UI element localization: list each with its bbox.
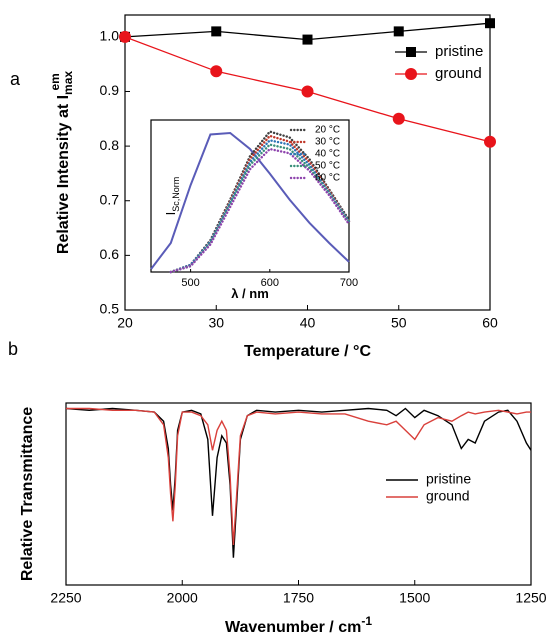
x-tick-label: 1750 [283, 590, 314, 606]
y-tick-label: 1.0 [100, 28, 120, 44]
x-axis-label-text: Temperature / °C [244, 343, 371, 360]
legend-label: 40 °C [315, 149, 340, 160]
x-tick-label: 700 [340, 277, 358, 289]
legend-label: ground [435, 65, 482, 82]
marker [302, 34, 313, 45]
marker [119, 30, 131, 43]
legend-marker [406, 47, 416, 57]
x-tick-label: 600 [261, 277, 279, 289]
marker [393, 26, 404, 37]
x-tick-label: 2250 [50, 590, 81, 606]
y-tick-label: 0.7 [100, 191, 120, 207]
x-axis-label: Wavenumber / cm-1 [225, 614, 372, 636]
legend-label: 60 °C [315, 173, 340, 184]
marker [485, 18, 495, 29]
x-axis-label-text: Wavenumber / cm [225, 619, 361, 636]
marker [484, 135, 496, 148]
marker [301, 85, 314, 98]
legend-label: pristine [426, 471, 471, 487]
x-tick-label: 60 [482, 315, 498, 331]
y-axis-label-text: I [163, 212, 178, 216]
x-tick-label: 30 [208, 315, 224, 331]
series-line [169, 147, 351, 274]
x-tick-label: 500 [181, 277, 199, 289]
series-line [66, 407, 531, 546]
x-tick-label: 20 [117, 315, 133, 331]
marker [210, 65, 223, 78]
x-tick-label: 2000 [167, 590, 198, 606]
legend-label: 50 °C [315, 161, 340, 172]
legend-marker [405, 68, 417, 80]
y-tick-label: 0.9 [100, 82, 120, 98]
x-axis-label-text: λ / nm [231, 286, 269, 301]
x-tick-label: 50 [391, 315, 407, 331]
y-tick-label: 0.5 [100, 301, 120, 317]
x-axis-label: λ / nm [231, 286, 269, 301]
marker [392, 112, 405, 125]
legend-label: 30 °C [315, 137, 340, 148]
panel-label: a [10, 69, 21, 89]
y-axis-label: Relative Transmittance [19, 407, 36, 581]
y-tick-label: 0.6 [100, 246, 120, 262]
legend-label: pristine [435, 43, 483, 60]
legend-label: 20 °C [315, 125, 340, 136]
y-tick-label: 0.8 [100, 137, 120, 153]
y-axis-label-sub: Sc,Norm [171, 177, 181, 212]
y-axis-label-text: Relative Intensity at I [55, 95, 72, 254]
x-axis-label-sup: -1 [361, 614, 372, 628]
panel-label: b [8, 339, 18, 359]
plot-area [150, 119, 350, 273]
x-tick-label: 1500 [399, 590, 430, 606]
legend-label: ground [426, 488, 470, 504]
excitation-line [150, 131, 350, 270]
x-tick-label: 40 [300, 315, 316, 331]
x-tick-label: 1250 [515, 590, 546, 606]
y-axis-label-sub: max [61, 71, 75, 95]
y-axis-label-text: Relative Transmittance [19, 407, 36, 581]
y-axis-label: Relative Intensity at Imaxem [48, 71, 75, 255]
marker [211, 26, 222, 37]
y-axis-label-sup: em [48, 73, 62, 90]
y-axis-label: ISc,Norm [163, 177, 181, 216]
x-axis-label: Temperature / °C [244, 343, 371, 360]
